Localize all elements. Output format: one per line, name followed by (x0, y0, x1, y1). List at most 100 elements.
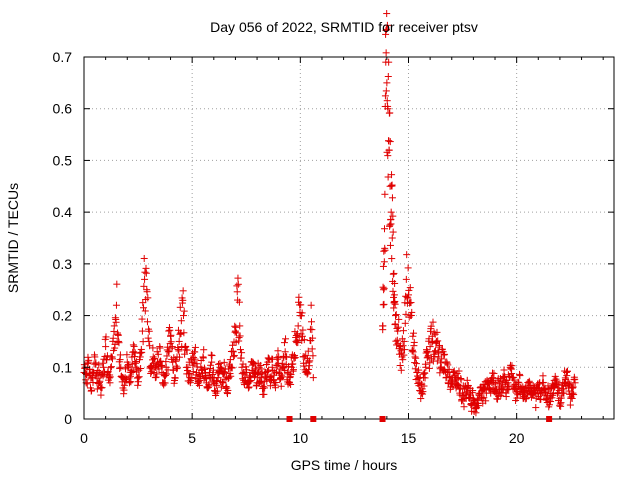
data-point (220, 358, 228, 366)
data-point (423, 347, 431, 355)
data-point (309, 352, 317, 360)
data-point (433, 337, 441, 345)
data-point (135, 366, 143, 374)
data-point (396, 361, 404, 369)
data-point (246, 378, 254, 386)
data-point (404, 294, 412, 302)
data-point (474, 402, 482, 410)
data-point (141, 307, 149, 315)
data-point (298, 309, 306, 317)
data-point (388, 181, 396, 189)
data-point (402, 275, 410, 283)
data-point (99, 372, 107, 380)
data-point (175, 337, 183, 345)
data-point (175, 347, 183, 355)
data-point (163, 352, 171, 360)
data-point (410, 338, 418, 346)
data-gap-marker (379, 416, 386, 422)
data-point (505, 383, 513, 391)
data-point (171, 374, 179, 382)
data-point (115, 339, 123, 347)
data-point (304, 369, 312, 377)
data-point (185, 370, 193, 378)
data-point (411, 353, 419, 361)
data-point (568, 394, 576, 402)
data-point (488, 379, 496, 387)
data-point (234, 274, 242, 282)
data-point (184, 363, 192, 371)
data-point (143, 288, 151, 296)
data-point (386, 221, 394, 229)
data-point (93, 385, 101, 393)
data-point (181, 350, 189, 358)
data-point (420, 382, 428, 390)
data-point (403, 251, 411, 259)
data-point (275, 353, 283, 361)
data-point (161, 379, 169, 387)
data-point (443, 359, 451, 367)
data-point (278, 371, 286, 379)
data-point (185, 377, 193, 385)
y-tick-label: 0.7 (53, 49, 73, 65)
data-point (274, 360, 282, 368)
data-point (409, 332, 417, 340)
data-point (187, 377, 195, 385)
data-point (309, 334, 317, 342)
data-point (463, 376, 471, 384)
data-point (380, 286, 388, 294)
data-point (123, 351, 131, 359)
data-point (385, 58, 393, 66)
data-point (130, 342, 138, 350)
data-point (381, 246, 389, 254)
data-point (541, 388, 549, 396)
data-gap-marker (546, 416, 553, 422)
data-point (106, 379, 114, 387)
data-point (217, 383, 225, 391)
data-point (292, 337, 300, 345)
data-point (233, 288, 241, 296)
data-point (219, 378, 227, 386)
data-point (510, 376, 518, 384)
data-point (391, 320, 399, 328)
data-point (102, 343, 110, 351)
data-point (411, 365, 419, 373)
data-point (283, 368, 291, 376)
x-tick-label: 5 (188, 430, 196, 446)
data-point (381, 190, 389, 198)
data-point (412, 360, 420, 368)
data-point (417, 395, 425, 403)
x-tick-label: 20 (509, 430, 525, 446)
data-point (173, 365, 181, 373)
data-point (460, 403, 468, 411)
data-point (539, 378, 547, 386)
data-point (154, 350, 162, 358)
points-layer (80, 10, 579, 417)
data-point (136, 353, 144, 361)
data-point (508, 362, 516, 370)
data-point (394, 323, 402, 331)
data-point (209, 371, 217, 379)
data-point (487, 389, 495, 397)
data-point (283, 353, 291, 361)
data-point (297, 301, 305, 309)
data-point (383, 21, 391, 29)
data-point (207, 361, 215, 369)
data-point (300, 336, 308, 344)
data-point (88, 386, 96, 394)
data-point (400, 337, 408, 345)
data-point (224, 386, 232, 394)
data-point (470, 408, 478, 416)
data-point (553, 377, 561, 385)
data-point (173, 364, 181, 372)
data-point (490, 369, 498, 377)
data-point (434, 337, 442, 345)
data-point (213, 387, 221, 395)
data-point (532, 404, 540, 412)
data-point (391, 279, 399, 287)
data-point (247, 377, 255, 385)
data-point (409, 348, 417, 356)
data-point (189, 368, 197, 376)
data-point (547, 398, 555, 406)
data-point (158, 361, 166, 369)
data-point (141, 275, 149, 283)
